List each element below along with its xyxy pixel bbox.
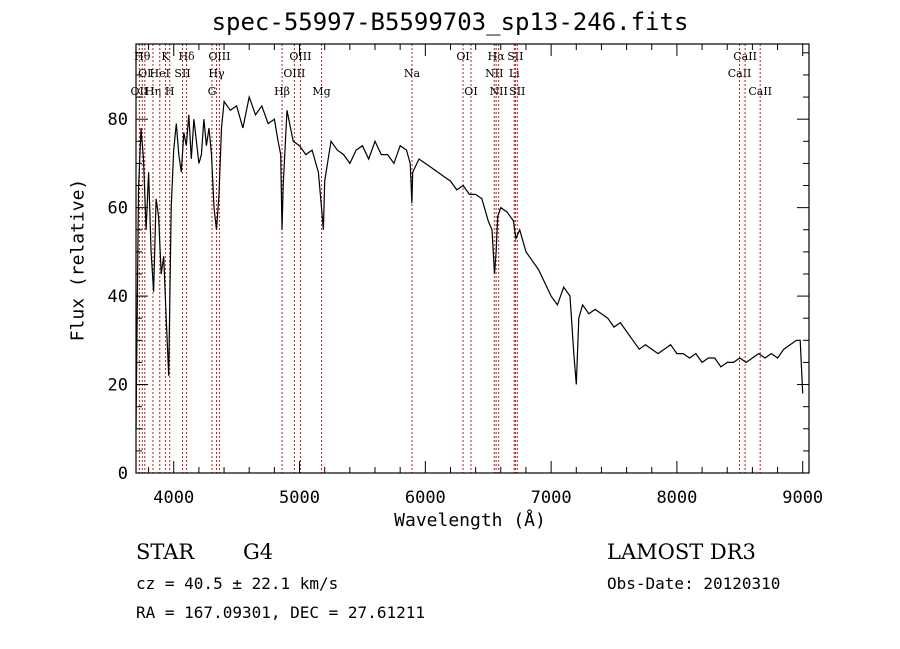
object-subclass: G4 (243, 540, 274, 564)
line-marker-label: OI (456, 50, 469, 63)
line-marker-label: Hθ (134, 50, 151, 63)
emission-line-markers: OII Hθ OI Hη HeI K H SII Hδ G Hγ OIII Hβ OIII OIII Mg Na… (131, 44, 772, 473)
ra-dec: RA = 167.09301, DEC = 27.61211 (136, 603, 425, 622)
y-axis-label: Flux (relative) (67, 178, 89, 342)
line-marker-label: Hη (145, 85, 161, 98)
redshift-cz: cz = 40.5 ± 22.1 km/s (136, 574, 339, 593)
line-marker-label: SII (174, 67, 190, 80)
line-marker-label: Hα (488, 50, 506, 63)
line-marker-label: Mg (312, 85, 330, 98)
x-tick-label: 9000 (782, 488, 823, 508)
line-marker-label: CaII (733, 50, 757, 63)
line-marker-label: HeI (150, 67, 170, 80)
spectrum-line (135, 94, 804, 429)
survey-name: LAMOST DR3 (607, 540, 756, 564)
axis-ticks: 4000 5000 6000 7000 8000 9000 0 20 40 60 80 (108, 44, 823, 508)
line-marker-label: Hβ (274, 85, 290, 98)
x-axis-label: Wavelength (Å) (394, 510, 546, 531)
x-tick-label: 4000 (153, 488, 194, 508)
line-marker-label: SII (507, 50, 523, 63)
y-tick-label: 20 (108, 376, 128, 396)
line-marker-label: NII (490, 85, 508, 98)
plot-frame (135, 43, 810, 474)
line-marker-label: OI (464, 85, 477, 98)
x-tick-label: 8000 (656, 488, 697, 508)
y-tick-label: 60 (108, 199, 128, 219)
line-marker-label: Li (509, 67, 520, 80)
line-marker-label: SII (509, 85, 525, 98)
y-tick-label: 40 (108, 287, 128, 307)
line-marker-label: OII (131, 85, 149, 98)
x-tick-label: 5000 (279, 488, 320, 508)
line-marker-label: OIII (208, 50, 230, 63)
line-marker-label: Na (404, 67, 421, 80)
line-marker-label: NII (485, 67, 503, 80)
line-marker-label: Hδ (178, 50, 195, 63)
chart-title: spec-55997-B5599703_sp13-246.fits (211, 8, 689, 36)
line-marker-label: CaII (728, 67, 752, 80)
line-marker-label: OI (138, 67, 151, 80)
line-marker-label: K (161, 50, 170, 63)
line-marker-label: OIII (289, 50, 311, 63)
x-tick-label: 7000 (531, 488, 572, 508)
observation-date: Obs-Date: 20120310 (607, 574, 781, 593)
x-tick-label: 6000 (405, 488, 446, 508)
y-tick-label: 0 (118, 464, 128, 484)
line-marker-label: Hγ (208, 67, 225, 80)
line-marker-label: G (208, 85, 217, 98)
line-marker-label: CaII (748, 85, 772, 98)
object-class: STAR (136, 540, 195, 564)
line-marker-label: H (165, 85, 175, 98)
line-marker-label: OIII (283, 67, 305, 80)
y-tick-label: 80 (108, 110, 128, 130)
